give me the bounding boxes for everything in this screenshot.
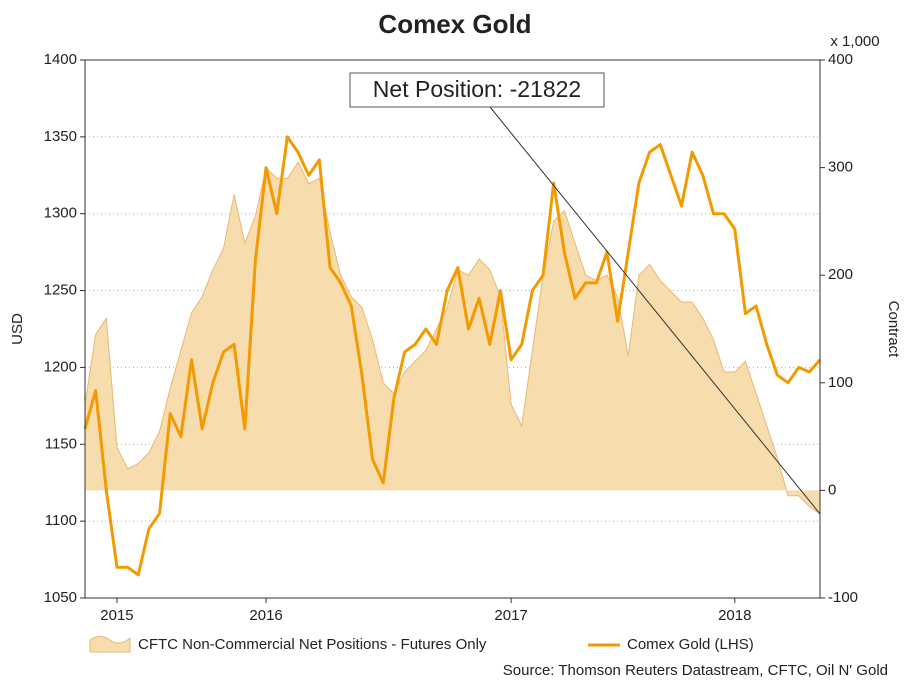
legend-label: Comex Gold (LHS) <box>627 636 754 653</box>
y2-tick-label: -100 <box>828 589 858 606</box>
area-edge <box>84 161 821 515</box>
y2-tick-label: 100 <box>828 374 853 391</box>
plot-frame <box>84 59 821 599</box>
y2-axis-label: Contract <box>885 301 902 359</box>
y-tick-label: 1300 <box>44 205 77 222</box>
y-tick-label: 1100 <box>45 512 77 529</box>
area <box>85 162 820 514</box>
x-tick-label: 2016 <box>249 607 282 624</box>
annotation-leader <box>489 106 821 515</box>
y-tick-label: 1150 <box>45 435 77 452</box>
annotation: Net Position: -21822 <box>373 76 581 102</box>
source-note: Source: Thomson Reuters Datastream, CFTC… <box>503 662 888 679</box>
y2-tick-label: 400 <box>828 51 853 68</box>
y2-unit: x 1,000 <box>830 33 879 50</box>
y-tick-label: 1200 <box>44 358 77 375</box>
y-tick-label: 1050 <box>44 589 77 606</box>
y-tick-label: 1400 <box>44 51 77 68</box>
x-tick-label: 2017 <box>494 607 527 624</box>
y-axis-label: USD <box>9 313 26 345</box>
line <box>83 135 822 577</box>
x-tick-label: 2018 <box>718 607 751 624</box>
annotation-box <box>349 72 605 108</box>
y2-tick-label: 200 <box>828 266 853 283</box>
y2-tick-label: 0 <box>828 481 836 498</box>
y-tick-label: 1250 <box>44 282 77 299</box>
y2-tick-label: 300 <box>828 159 853 176</box>
legend-label: CFTC Non-Commercial Net Positions - Futu… <box>138 636 487 653</box>
legend-swatch <box>89 636 131 653</box>
y-tick-label: 1350 <box>44 128 77 145</box>
x-tick-label: 2015 <box>100 607 133 624</box>
chart-title: Comex Gold <box>378 9 531 39</box>
